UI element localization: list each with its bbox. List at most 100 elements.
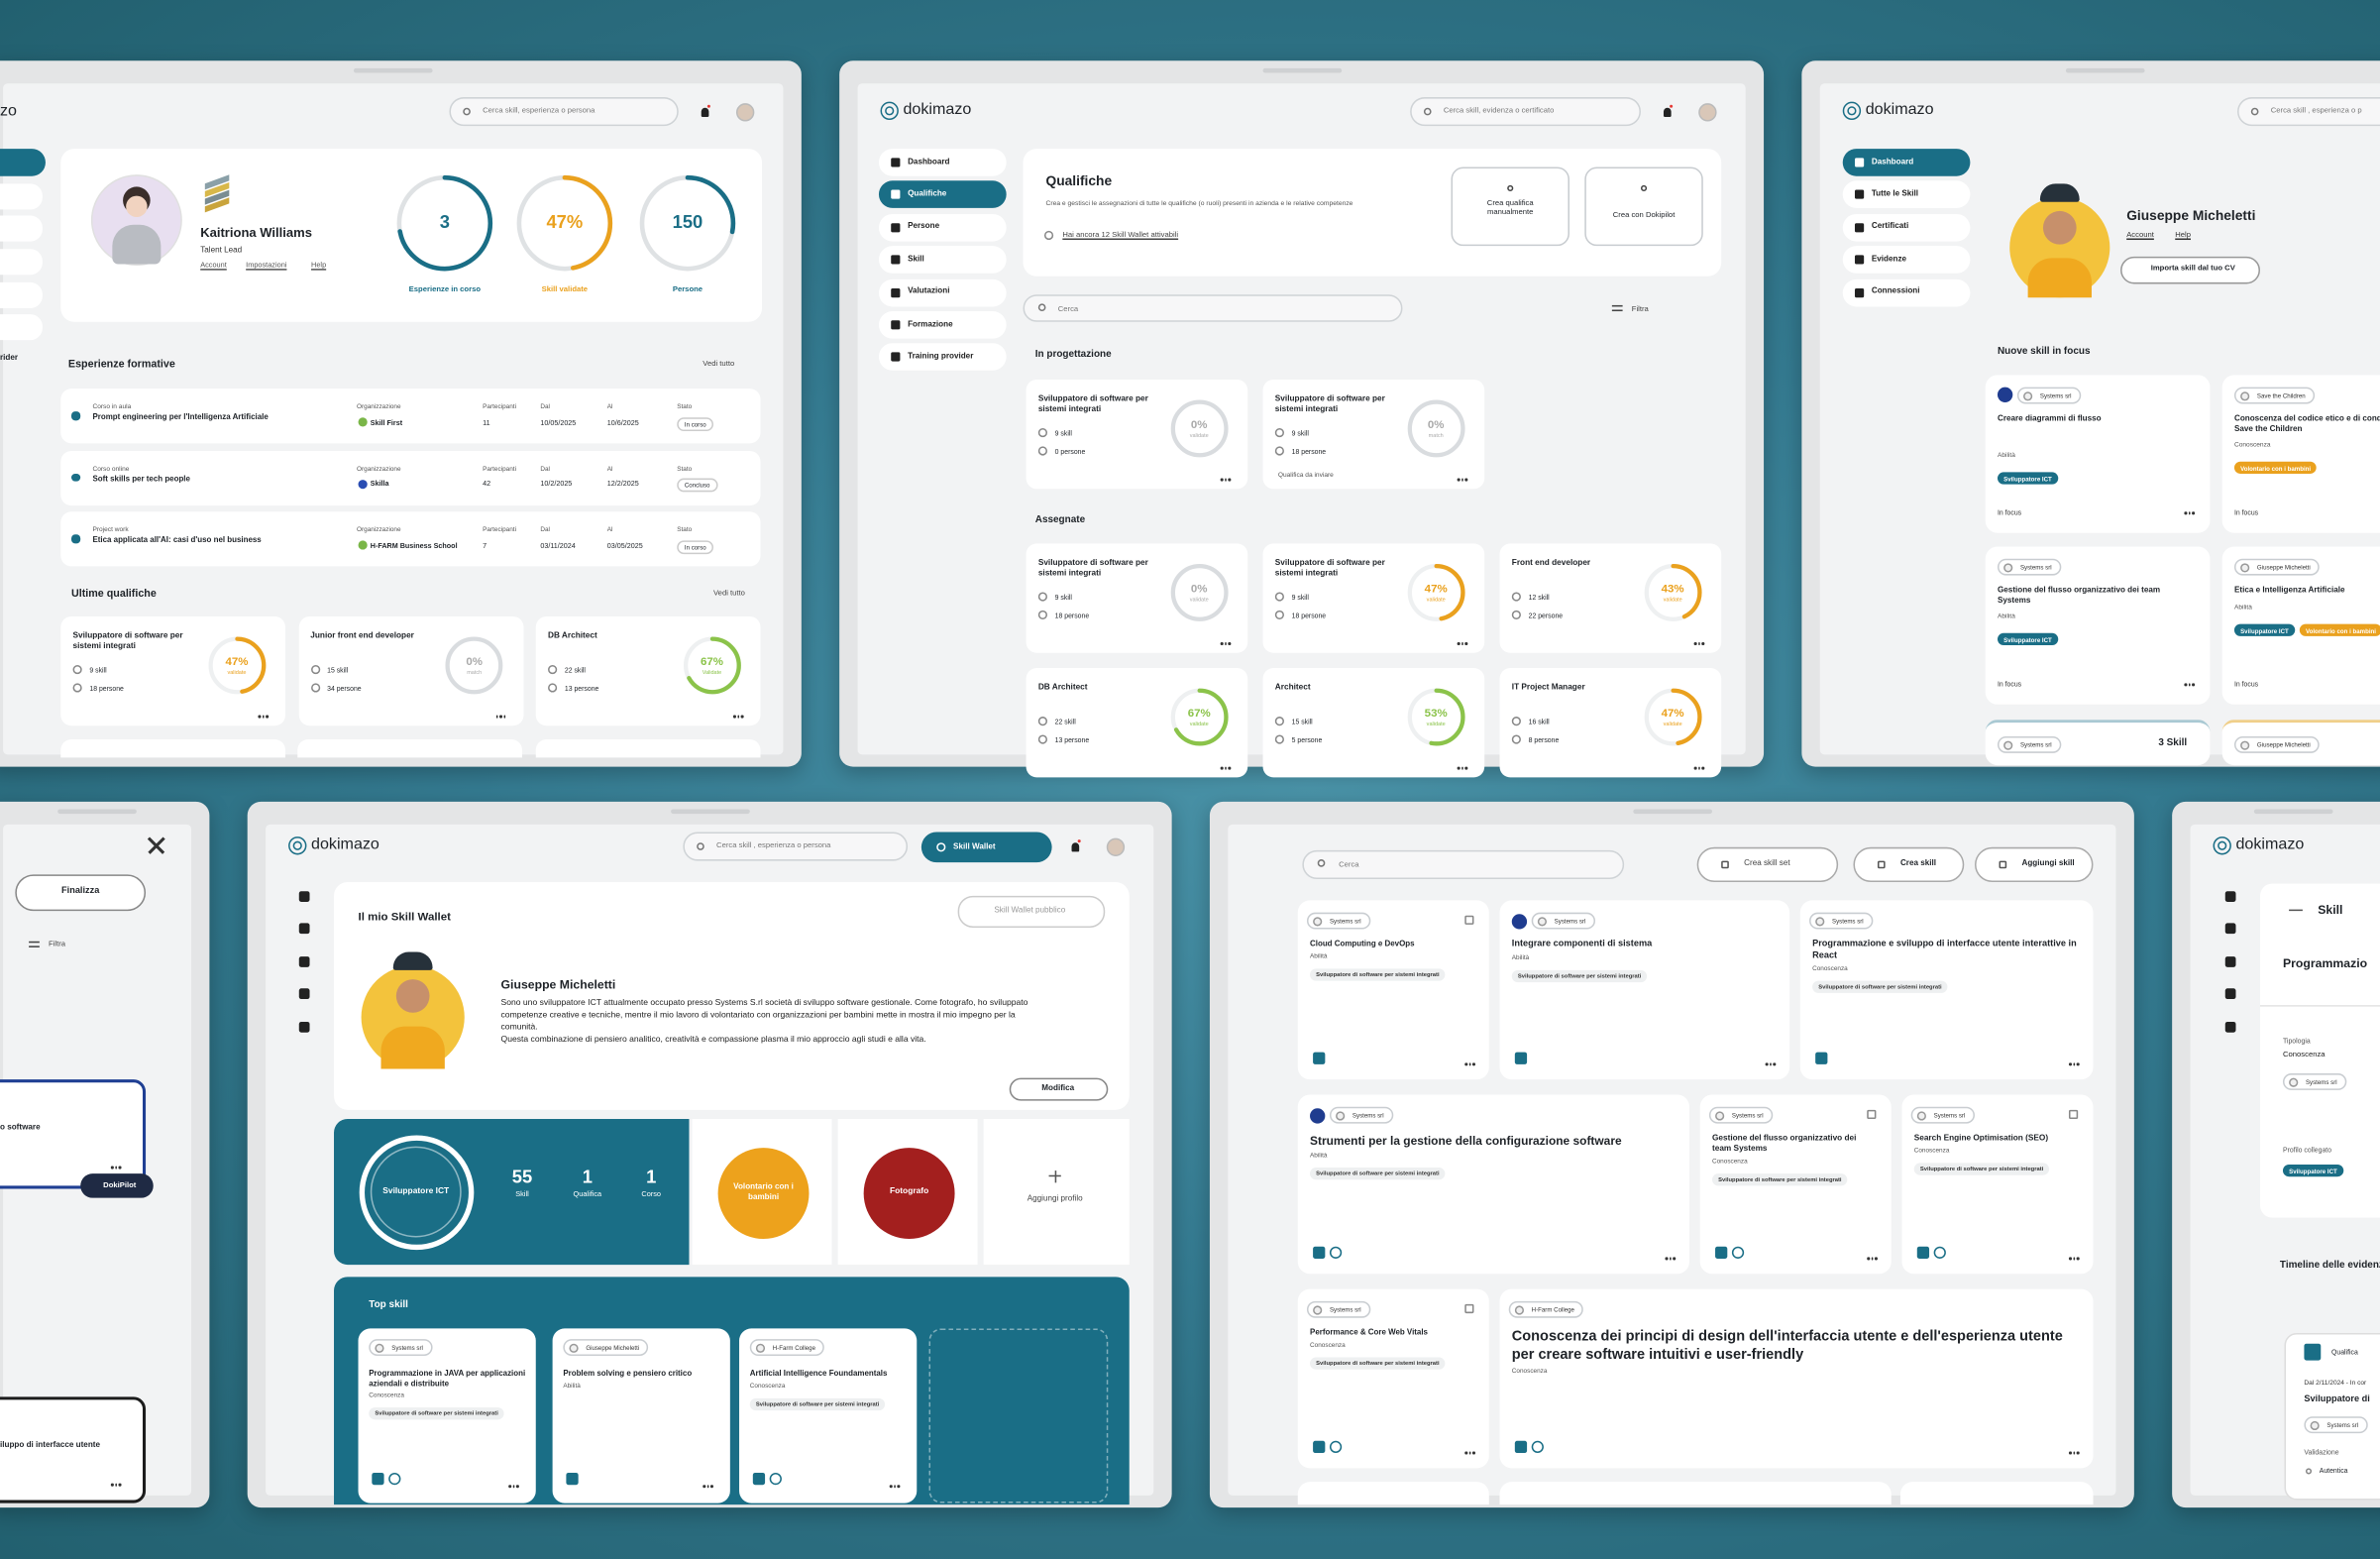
menu-item[interactable] xyxy=(0,281,43,308)
public-button[interactable] xyxy=(957,895,1106,928)
search-bar[interactable] xyxy=(2237,97,2380,127)
menu-item[interactable] xyxy=(878,180,1007,209)
org-chip: Systems srl xyxy=(1910,1106,1975,1124)
org-logo xyxy=(755,1342,766,1353)
skill-card[interactable] xyxy=(1901,1094,2094,1275)
nav-icon[interactable] xyxy=(2224,891,2236,902)
menu-item[interactable] xyxy=(0,314,43,341)
menu-item[interactable] xyxy=(878,246,1007,275)
finalize-button[interactable] xyxy=(15,874,147,912)
card-people: 18 persone xyxy=(1054,611,1090,619)
icon xyxy=(1468,1451,1471,1455)
skill-icon xyxy=(310,664,320,675)
experience-row[interactable] xyxy=(60,450,761,505)
nav-icon[interactable] xyxy=(298,988,310,999)
skill-card[interactable] xyxy=(552,1328,730,1503)
qualification-card[interactable] xyxy=(1262,379,1485,490)
search-bar[interactable] xyxy=(1410,97,1641,127)
badge-icon xyxy=(1531,1440,1544,1454)
experience-row[interactable] xyxy=(60,389,761,444)
nav-icon[interactable] xyxy=(298,923,310,935)
menu-item[interactable] xyxy=(878,149,1007,176)
menu-item[interactable] xyxy=(878,213,1007,242)
nav-icon[interactable] xyxy=(298,891,310,902)
card-percent: 0% xyxy=(1190,417,1208,432)
nav-icon[interactable] xyxy=(298,956,310,967)
skill-card[interactable] xyxy=(1499,1288,2094,1469)
icon xyxy=(1698,103,1717,122)
people-icon xyxy=(1511,734,1521,744)
experience-row[interactable] xyxy=(60,511,761,567)
action-button[interactable] xyxy=(1696,846,1839,883)
menu-item[interactable] xyxy=(878,278,1007,306)
menu-icon xyxy=(891,255,901,265)
action-icon xyxy=(1507,184,1514,192)
skill-card[interactable] xyxy=(739,1328,918,1503)
menu-item[interactable] xyxy=(878,343,1007,372)
brand-name: dokimazo xyxy=(1865,100,1934,119)
bell-icon[interactable] xyxy=(1663,107,1671,117)
nav-icon[interactable] xyxy=(2224,956,2236,967)
menu-item[interactable] xyxy=(1842,149,1971,176)
card-title: Programmazione e sviluppo di interfacce … xyxy=(1812,940,2077,960)
qualification-card[interactable] xyxy=(1499,543,1722,653)
edit-button[interactable] xyxy=(1009,1077,1109,1101)
nav-icon[interactable] xyxy=(298,1021,310,1033)
qualification-card[interactable] xyxy=(60,615,285,726)
tag: Sviluppatore di software per sistemi int… xyxy=(1812,980,1948,993)
menu-item[interactable] xyxy=(1842,180,1971,209)
menu-item[interactable] xyxy=(878,311,1007,339)
nav-icon[interactable] xyxy=(2224,988,2236,999)
profile-tile[interactable] xyxy=(983,1119,1130,1266)
card-kind: Conoscenza xyxy=(749,1382,786,1390)
search-bar[interactable] xyxy=(449,97,679,127)
qualification-card[interactable] xyxy=(1499,668,1722,778)
menu-item[interactable] xyxy=(1842,213,1971,242)
row-from: 10/2/2025 xyxy=(540,480,573,488)
icon xyxy=(1224,642,1228,645)
card-caption: match xyxy=(467,669,483,676)
search-bar[interactable] xyxy=(1302,849,1625,879)
nav-icon[interactable] xyxy=(2224,923,2236,935)
skill-card[interactable] xyxy=(1499,900,1790,1080)
org-chip: Systems srl xyxy=(1997,735,2061,753)
qualification-card[interactable] xyxy=(298,615,523,726)
icon xyxy=(395,979,430,1013)
card-title: Problem solving e pensiero critico xyxy=(563,1369,693,1379)
qualification-card[interactable] xyxy=(1262,668,1485,778)
action-button[interactable] xyxy=(1975,846,2094,883)
skill-card[interactable] xyxy=(1297,1288,1489,1469)
action-button[interactable] xyxy=(1584,167,1703,247)
action-button[interactable] xyxy=(1853,846,1965,883)
skill-icon xyxy=(1274,592,1284,602)
qualification-card[interactable] xyxy=(535,615,761,726)
bell-icon[interactable] xyxy=(700,107,708,117)
card xyxy=(1899,1482,2094,1505)
icon xyxy=(1673,1257,1676,1261)
qualification-card[interactable] xyxy=(1262,543,1485,653)
search-bar[interactable] xyxy=(683,832,909,861)
qualification-card[interactable] xyxy=(1026,379,1248,490)
menu-item[interactable] xyxy=(0,249,43,276)
import-button[interactable] xyxy=(2120,256,2260,284)
action-button[interactable] xyxy=(1451,167,1569,247)
org-logo xyxy=(2240,562,2250,572)
skill-icon xyxy=(1511,717,1521,726)
icon xyxy=(740,715,744,719)
icon xyxy=(126,195,148,218)
menu-item[interactable] xyxy=(0,215,43,242)
qualification-card[interactable] xyxy=(1026,668,1248,778)
menu-item[interactable] xyxy=(1842,278,1971,306)
dokipilot-button[interactable] xyxy=(80,1173,154,1198)
bell-icon[interactable] xyxy=(1070,842,1079,852)
nav-icon[interactable] xyxy=(2224,1021,2236,1033)
icon xyxy=(1460,766,1464,770)
menu-item[interactable] xyxy=(0,149,46,176)
section-title: Esperienze formative xyxy=(67,360,175,371)
menu-item[interactable] xyxy=(1842,246,1971,275)
menu-item[interactable] xyxy=(0,183,43,210)
skill-card[interactable] xyxy=(1297,1094,1690,1275)
skill-card[interactable] xyxy=(1297,900,1489,1080)
qualification-card[interactable] xyxy=(1026,543,1248,653)
filter-search[interactable] xyxy=(1023,294,1403,322)
